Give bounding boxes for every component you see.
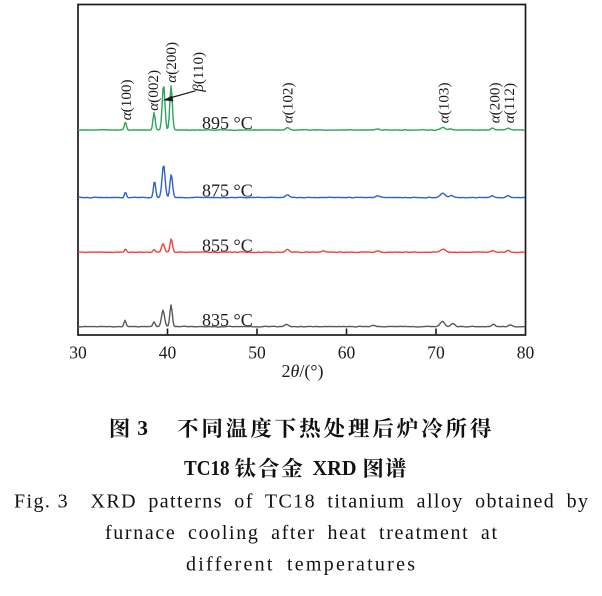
svg-text:60: 60 [338,343,356,363]
svg-text:α(100): α(100) [118,79,135,120]
svg-text:TC18: TC18 [184,456,230,480]
svg-text:α(102): α(102) [279,82,296,123]
svg-text:furnace cooling after heat tre: furnace cooling after heat treatment at [105,522,497,544]
svg-text:895 °C: 895 °C [202,113,253,133]
svg-text:3: 3 [137,416,148,440]
svg-text:80: 80 [517,343,535,363]
svg-text:30: 30 [69,343,87,363]
svg-text:α(103): α(103) [435,82,452,123]
svg-text:α(112): α(112) [501,83,518,123]
svg-text:XRD: XRD [313,456,357,480]
svg-text:α(002): α(002) [145,70,162,111]
svg-text:α(200): α(200) [163,42,180,83]
svg-text:40: 40 [159,343,177,363]
svg-text:835 °C: 835 °C [202,310,253,330]
svg-text:50: 50 [248,343,266,363]
svg-text:70: 70 [427,343,445,363]
svg-text:2θ/(°): 2θ/(°) [281,361,323,382]
svg-text:different temperatures: different temperatures [186,554,415,576]
svg-text:α(200): α(200) [487,82,504,123]
svg-text:875 °C: 875 °C [202,181,253,201]
svg-text:855 °C: 855 °C [202,235,253,255]
svg-text:β(110): β(110) [190,52,207,93]
svg-text:Fig. 3 XRD patterns of TC18 ti: Fig. 3 XRD patterns of TC18 titanium all… [14,491,588,513]
